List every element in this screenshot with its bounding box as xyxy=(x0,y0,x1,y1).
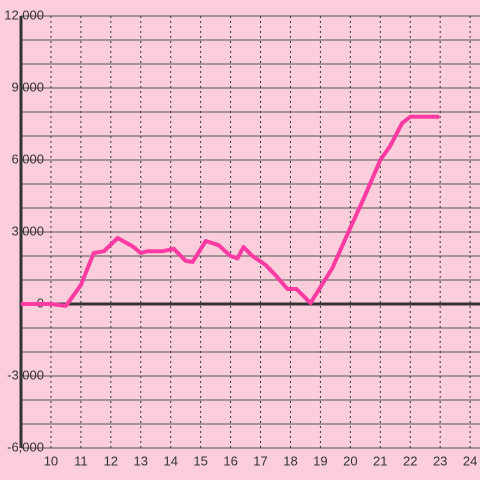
x-tick-label: 12 xyxy=(104,453,118,468)
line-series xyxy=(21,114,440,308)
x-tick-label: 16 xyxy=(223,453,237,468)
y-tick-label: -3,000 xyxy=(7,367,44,382)
x-tick-label: 15 xyxy=(193,453,207,468)
x-tick-label: 24 xyxy=(463,453,477,468)
x-tick-label: 22 xyxy=(403,453,417,468)
x-tick-label: 14 xyxy=(163,453,177,468)
x-tick-label: 10 xyxy=(44,453,58,468)
y-tick-label: 9,000 xyxy=(11,79,44,94)
x-tick-label: 11 xyxy=(74,453,88,468)
x-tick-label: 23 xyxy=(433,453,447,468)
x-tick-label: 18 xyxy=(283,453,297,468)
x-tick-label: 19 xyxy=(313,453,327,468)
x-tick-label: 21 xyxy=(373,453,387,468)
y-tick-label: 3,000 xyxy=(11,223,44,238)
y-tick-label: 12,000 xyxy=(4,7,44,22)
x-tick-label: 17 xyxy=(253,453,267,468)
y-tick-label: 6,000 xyxy=(11,151,44,166)
y-tick-label: -6,000 xyxy=(7,439,44,454)
x-tick-label: 13 xyxy=(134,453,148,468)
x-tick-label: 20 xyxy=(343,453,357,468)
